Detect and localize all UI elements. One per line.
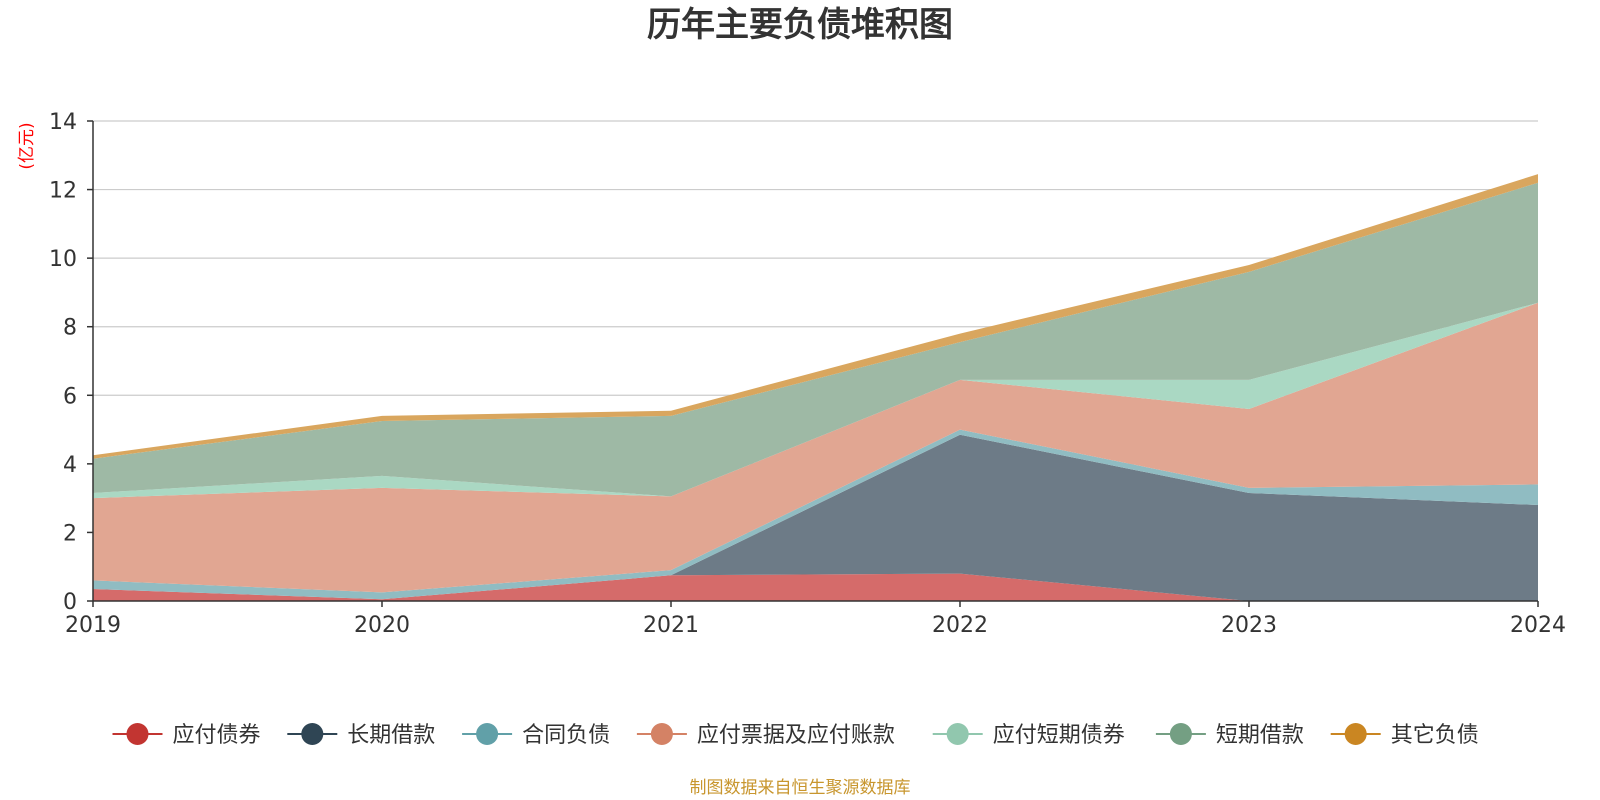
axes: 0 2 4 6 8 10 12 14 2019 2020 2021 2022 2023 2024 — [49, 110, 1566, 638]
legend-marker-3 — [650, 723, 673, 745]
y-axis-unit-label: (亿元) — [17, 122, 37, 169]
y-tick-label-2: 2 — [63, 521, 77, 546]
y-tick-label-8: 8 — [63, 316, 77, 341]
legend-label-5: 短期借款 — [1216, 723, 1304, 748]
legend-item-6[interactable]: 其它负债 — [1330, 723, 1479, 748]
legend-item-1[interactable]: 长期借款 — [287, 723, 435, 748]
area-series-3[interactable] — [93, 302, 1538, 593]
legend-item-5[interactable]: 短期借款 — [1155, 723, 1304, 748]
legend-marker-5 — [1169, 723, 1192, 745]
legend-item-3[interactable]: 应付票据及应付账款 — [636, 723, 895, 748]
x-tick-label-2021: 2021 — [643, 613, 699, 638]
legend-label-0: 应付债券 — [173, 723, 261, 748]
legend-marker-4 — [946, 723, 969, 745]
legend-label-1: 长期借款 — [347, 723, 435, 748]
y-tick-label-12: 12 — [49, 179, 77, 204]
legend-label-6: 其它负债 — [1391, 723, 1479, 748]
x-tick-label-2020: 2020 — [354, 613, 410, 638]
x-tick-label-2019: 2019 — [65, 613, 121, 638]
y-tick-label-4: 4 — [63, 453, 77, 478]
legend-label-3: 应付票据及应付账款 — [697, 723, 895, 748]
legend-item-4[interactable]: 应付短期债券 — [932, 723, 1125, 748]
stacked-areas — [93, 174, 1538, 601]
y-tick-label-10: 10 — [49, 247, 77, 272]
y-tick-label-0: 0 — [63, 590, 77, 615]
legend-item-2[interactable]: 合同负债 — [462, 723, 610, 748]
legend[interactable]: 应付债券 长期借款 合同负债 应付票据及应付账款 应付短期债券 短期借款 其它负债 — [112, 723, 1479, 748]
area-series-4[interactable] — [93, 302, 1538, 499]
area-series-1[interactable] — [93, 434, 1538, 601]
area-series-5[interactable] — [93, 182, 1538, 497]
legend-label-2: 合同负债 — [522, 723, 610, 748]
legend-marker-2 — [476, 723, 499, 745]
area-series-0[interactable] — [93, 573, 1538, 601]
legend-marker-1 — [301, 723, 324, 745]
legend-marker-0 — [126, 723, 149, 745]
chart-title: 历年主要负债堆积图 — [647, 5, 953, 45]
x-tick-label-2022: 2022 — [932, 613, 988, 638]
legend-marker-6 — [1344, 723, 1367, 745]
source-note: 制图数据来自恒生聚源数据库 — [690, 778, 911, 798]
x-tick-label-2024: 2024 — [1510, 613, 1566, 638]
legend-item-0[interactable]: 应付债券 — [112, 723, 261, 748]
x-tick-label-2023: 2023 — [1221, 613, 1277, 638]
y-tick-label-6: 6 — [63, 384, 77, 409]
y-tick-label-14: 14 — [49, 110, 77, 135]
legend-label-4: 应付短期债券 — [993, 723, 1125, 748]
